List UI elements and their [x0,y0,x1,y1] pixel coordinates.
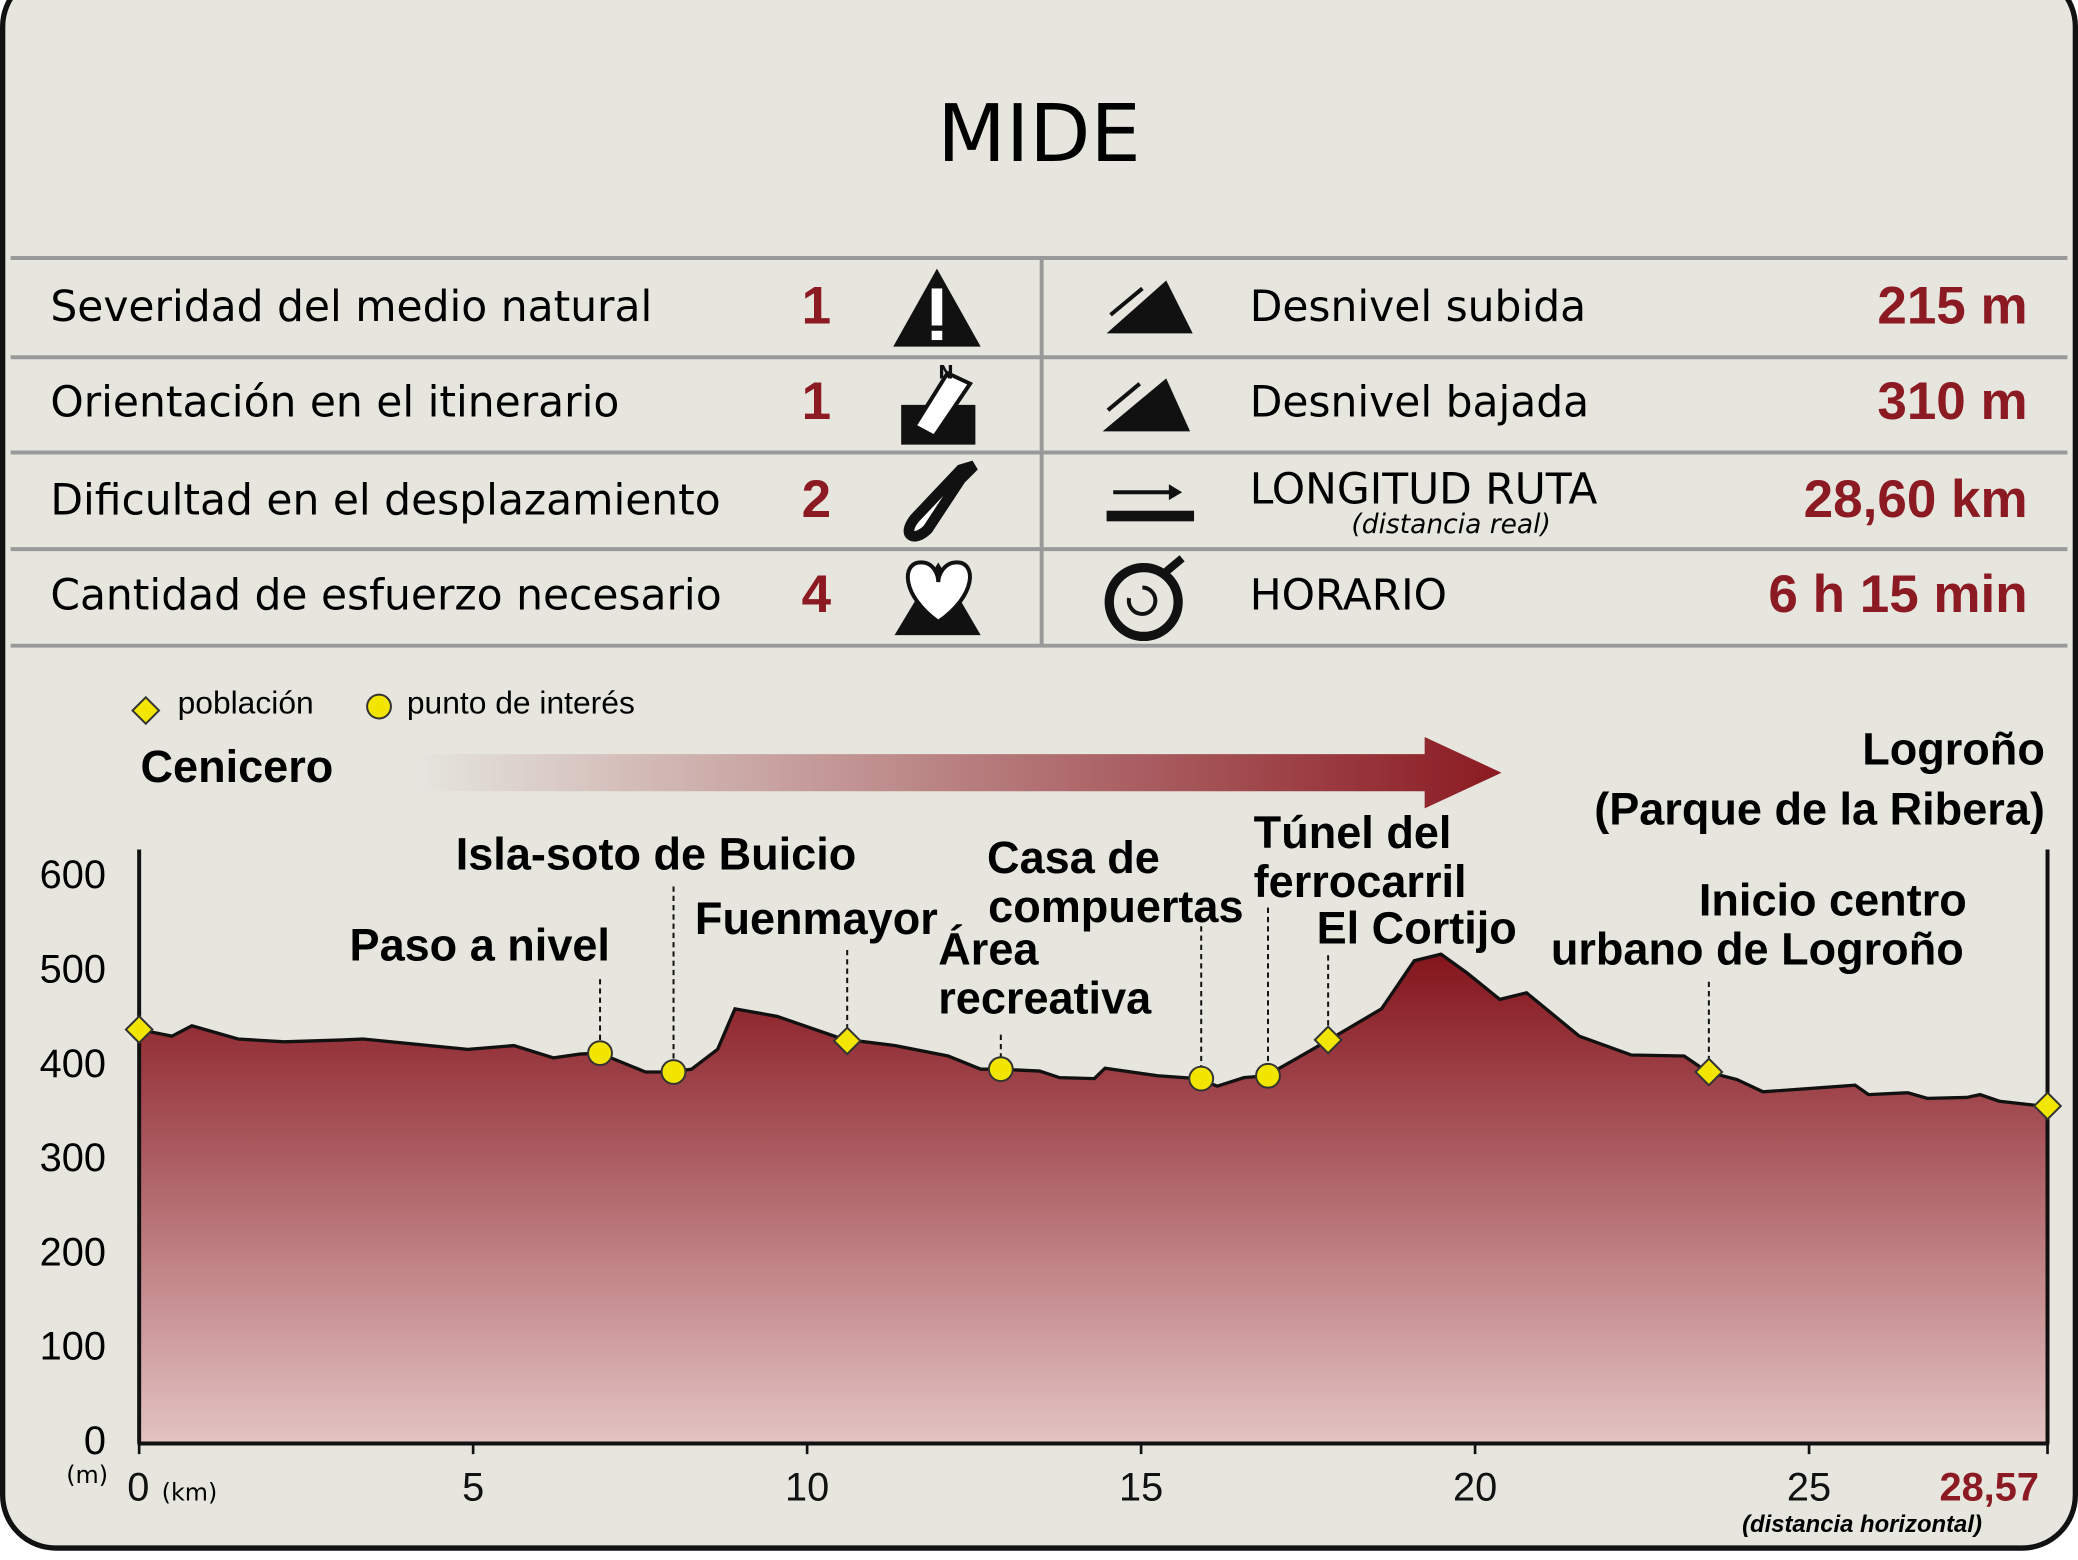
criterion-value: 1 [802,372,831,431]
x-unit: (km) [162,1478,218,1506]
marker-label: recreativa [938,973,1152,1024]
marker-label: compuertas [988,881,1243,932]
marker-label: Inicio centro [1699,875,1967,926]
title: MIDE [937,87,1140,180]
marker-label: ferrocarril [1254,856,1467,907]
y-unit: (m) [66,1461,108,1489]
legend-symbol [366,693,392,720]
y-tick-label: 0 [84,1419,106,1463]
town-marker [124,1014,154,1045]
criterion-value: 1 [802,277,831,336]
criterion-label: Orientación en el itinerario [50,377,619,426]
x-tick-label: 5 [462,1465,484,1509]
end-label: Logroño [1862,724,2045,775]
legend-label: punto de interés [407,685,635,721]
y-tick-label: 500 [40,948,106,992]
criterion-label: Severidad del medio natural [50,282,652,331]
marker-label: Túnel del [1254,807,1452,858]
end-label: (Parque de la Ribera) [1594,783,2045,834]
marker-label: Isla-soto de Buicio [456,828,857,879]
town-marker [1313,1025,1343,1055]
metric-label: Desnivel subida [1250,282,1586,331]
x-tick-label: 20 [1453,1465,1497,1509]
y-tick-label: 600 [40,853,106,897]
marker-label: Casa de [987,832,1160,883]
x-tick-label: 0 [127,1465,149,1509]
y-tick-label: 100 [40,1325,106,1369]
icons: N [893,268,1195,642]
y-tick-label: 400 [40,1042,106,1086]
poi-marker [1188,1065,1215,1092]
metric-value: 310 m [1877,372,2027,431]
marker-label: Paso a nivel [350,920,610,971]
metric-label: Desnivel bajada [1250,377,1589,426]
metric-label: HORARIO [1250,571,1447,620]
town-marker [2032,1091,2063,1121]
poi-marker [587,1040,613,1067]
marker-label: urbano de Logroño [1551,924,1964,975]
x-note: (distancia horizontal) [1742,1511,1982,1538]
start-label: Cenicero [140,741,333,792]
metric-value: 6 h 15 min [1768,565,2027,624]
marker-label: Fuenmayor [695,893,938,944]
poi-marker [987,1056,1014,1083]
metric-value: 215 m [1877,277,2027,336]
y-tick-label: 300 [40,1136,106,1180]
marker-label: Área [938,924,1039,975]
x-tick-label: 25 [1787,1465,1831,1509]
marker-label: El Cortijo [1317,902,1517,953]
legend-label: población [178,685,314,721]
criterion-label: Dificultad en el desplazamiento [50,475,720,524]
town-marker [832,1026,862,1056]
x-tick-label: 10 [785,1465,829,1509]
x-tick-label: 28,57 [1939,1465,2038,1509]
town-marker [1694,1057,1724,1087]
y-tick-label: 200 [40,1230,106,1274]
direction-arrow [410,736,1502,809]
poi-marker [1255,1062,1281,1089]
svg-text:N: N [938,363,954,384]
table-lines [10,256,2068,648]
criterion-value: 4 [802,565,832,624]
criterion-value: 2 [802,470,831,529]
metric-label: LONGITUD RUTA [1250,465,1598,514]
poi-marker [660,1059,687,1085]
metric-note: (distancia real) [1351,509,1550,540]
criterion-label: Cantidad de esfuerzo necesario [50,571,721,620]
x-tick-label: 15 [1119,1465,1163,1509]
legend-symbol [131,695,161,726]
metric-value: 28,60 km [1804,470,2028,529]
